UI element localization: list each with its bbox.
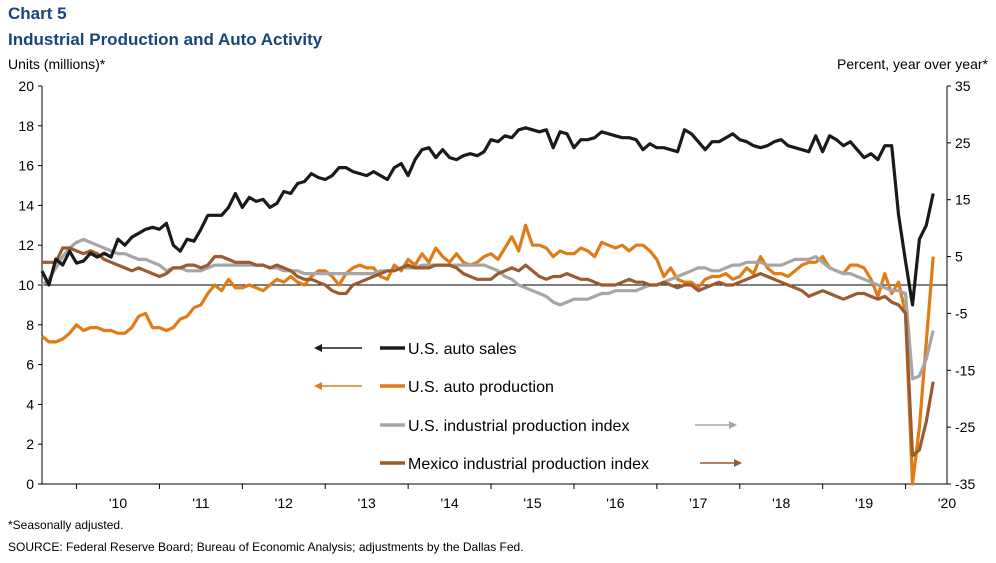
legend-arrow-head — [734, 459, 742, 467]
series-line-1 — [40, 126, 935, 307]
x-tick-label: '17 — [689, 495, 707, 511]
x-tick-label: '10 — [109, 495, 127, 511]
left-tick-label: 2 — [26, 436, 34, 452]
axes-layer: 0 2 4 6 8 10 12 14 16 18 20 -35 -25 -15 -5 5 15 25 35 '10 '1… — [18, 78, 975, 511]
series-line-4 — [42, 246, 935, 458]
left-tick-label: 12 — [18, 237, 34, 253]
legend-label: U.S. auto sales — [408, 341, 517, 358]
legend-item: Mexico industrial production index — [380, 456, 742, 473]
left-tick-label: 18 — [18, 118, 34, 134]
legend-arrow-head — [314, 344, 322, 352]
series-line-3 — [40, 237, 935, 381]
x-tick-label: '15 — [523, 495, 541, 511]
right-axis-unit: Percent, year over year* — [837, 56, 988, 72]
left-tick-label: 6 — [26, 357, 34, 373]
x-tick-label: '14 — [440, 495, 458, 511]
right-tick-label: -15 — [955, 362, 975, 378]
left-tick-label: 0 — [26, 476, 34, 492]
left-tick-label: 20 — [18, 78, 34, 94]
legend-item: U.S. auto production — [314, 379, 554, 396]
left-tick-label: 14 — [18, 197, 34, 213]
x-tick-label: '19 — [855, 495, 873, 511]
chart-title: Industrial Production and Auto Activity — [8, 30, 323, 49]
left-tick-label: 4 — [26, 396, 34, 412]
x-tick-label: '13 — [358, 495, 376, 511]
left-axis-unit: Units (millions)* — [8, 56, 106, 72]
right-tick-label: -5 — [955, 305, 968, 321]
chart-label: Chart 5 — [8, 4, 67, 23]
left-tick-label: 10 — [18, 277, 34, 293]
x-tick-label: '11 — [192, 495, 209, 511]
right-tick-label: -25 — [955, 419, 975, 435]
legend-label: U.S. auto production — [408, 379, 554, 396]
series-layer — [40, 126, 935, 486]
x-tick-label: '16 — [606, 495, 624, 511]
right-tick-label: 25 — [955, 135, 971, 151]
legend: U.S. auto sales U.S. auto production U.S. … — [314, 341, 742, 473]
left-tick-label: 16 — [18, 158, 34, 174]
right-tick-label: 35 — [955, 78, 971, 94]
right-tick-label: 15 — [955, 192, 971, 208]
legend-item: U.S. industrial production index — [380, 418, 737, 435]
left-tick-label: 8 — [26, 317, 34, 333]
legend-label: U.S. industrial production index — [408, 418, 629, 435]
legend-item: U.S. auto sales — [314, 341, 517, 358]
footnote: *Seasonally adjusted. — [8, 518, 124, 532]
legend-label: Mexico industrial production index — [408, 456, 649, 473]
right-tick-label: -35 — [955, 476, 975, 492]
right-tick-label: 5 — [955, 249, 963, 265]
legend-arrow-head — [729, 421, 737, 429]
x-tick-label: '12 — [275, 495, 293, 511]
x-tick-label: '20 — [938, 495, 956, 511]
legend-arrow-head — [314, 382, 322, 390]
source-note: SOURCE: Federal Reserve Board; Bureau of… — [8, 540, 524, 554]
x-tick-label: '18 — [772, 495, 790, 511]
series-line-2 — [40, 223, 935, 486]
